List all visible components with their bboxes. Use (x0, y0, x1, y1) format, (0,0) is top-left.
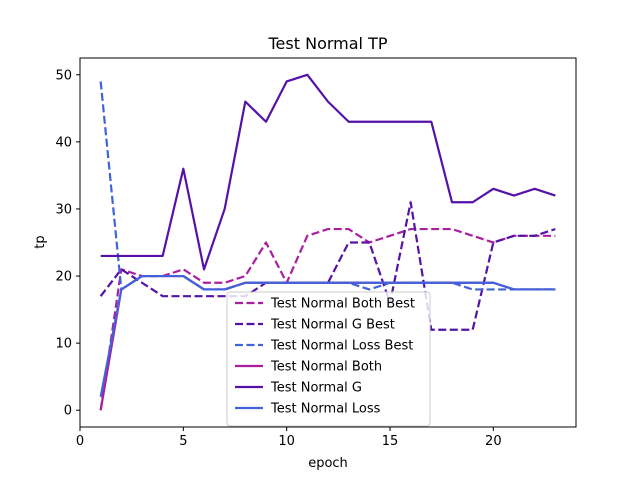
y-tick-label-10: 10 (55, 337, 72, 352)
legend-label-5: Test Normal G (270, 381, 362, 396)
legend-label-4: Test Normal Both (270, 360, 382, 375)
legend-box (226, 291, 431, 427)
y-axis-label: tp (33, 235, 48, 248)
x-tick-label-20: 20 (485, 434, 502, 449)
x-axis-label: epoch (308, 456, 348, 471)
y-tick-label-50: 50 (55, 68, 72, 83)
series-line-2 (99, 201, 556, 331)
y-tick-label-40: 40 (55, 135, 72, 150)
series-layer (99, 73, 556, 411)
x-tick-label-15: 15 (382, 434, 399, 449)
series-line-6 (99, 274, 556, 398)
legend-label-1: Test Normal Both Best (270, 297, 415, 312)
x-tick-label-10: 10 (278, 434, 295, 449)
chart-title: Test Normal TP (268, 34, 388, 53)
series-line-3 (99, 81, 556, 291)
x-tick-label-5: 5 (179, 434, 187, 449)
legend-label-2: Test Normal G Best (270, 318, 395, 333)
y-tick-label-20: 20 (55, 270, 72, 285)
plot-frame (79, 57, 577, 428)
y-tick-label-0: 0 (64, 404, 72, 419)
series-line-5 (100, 73, 556, 271)
legend: Test Normal Both Best Test Normal G Best T… (226, 291, 431, 427)
y-tick-label-30: 30 (55, 202, 72, 217)
series-line-1 (99, 227, 556, 411)
ticks-layer: 0 5 10 15 20 0 10 20 30 40 50 (55, 68, 501, 449)
legend-label-6: Test Normal Loss (270, 402, 381, 417)
x-tick-label-0: 0 (76, 434, 84, 449)
legend-label-3: Test Normal Loss Best (270, 339, 413, 354)
